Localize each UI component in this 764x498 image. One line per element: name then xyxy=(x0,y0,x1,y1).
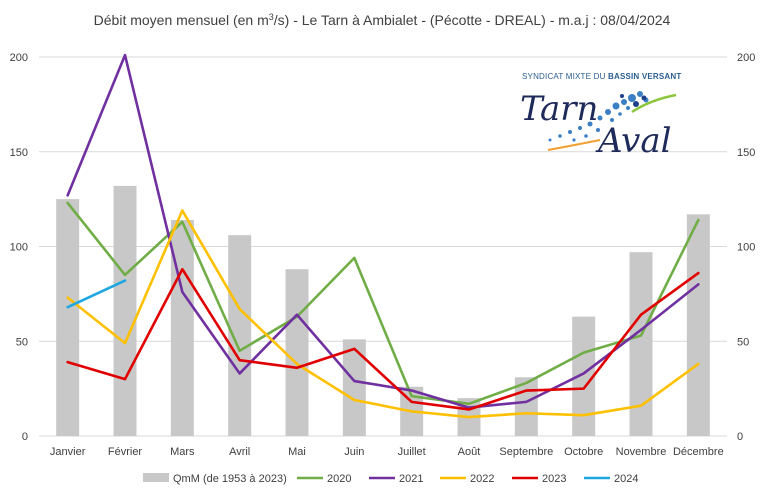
logo-word-aval: Aval xyxy=(595,121,672,161)
tarn-aval-logo: SYNDICAT MIXTE DU BASSIN VERSANT Tarn Av… xyxy=(520,72,681,161)
bar-qmm xyxy=(170,219,194,436)
y-tick-label-left: 150 xyxy=(10,147,28,159)
x-tick-label: Février xyxy=(108,446,143,458)
y-tick-label-right: 200 xyxy=(737,52,755,64)
line-series-2022 xyxy=(66,209,700,419)
bar-qmm xyxy=(686,214,710,436)
legend-label: 2021 xyxy=(399,473,423,485)
logo-word-tarn: Tarn xyxy=(520,89,598,129)
bar-qmm xyxy=(113,185,137,436)
line-series-2024 xyxy=(66,279,127,309)
bar-qmm xyxy=(572,316,596,436)
line-series-2021 xyxy=(66,53,700,409)
bar-qmm xyxy=(228,235,252,436)
line-series-2023 xyxy=(66,267,700,411)
logo-green-swoosh xyxy=(631,93,677,114)
x-tick-label: Mai xyxy=(288,446,306,458)
bar-qmm xyxy=(285,269,309,436)
legend-swatch-bar xyxy=(143,473,169,482)
logo-dots xyxy=(548,91,649,142)
legend-label: 2020 xyxy=(327,473,351,485)
bar-qmm xyxy=(342,339,366,436)
x-tick-label: Juin xyxy=(344,446,364,458)
bar-qmm xyxy=(629,252,653,436)
logo-orange-swoosh xyxy=(547,139,601,151)
x-tick-label: Janvier xyxy=(50,446,86,458)
y-tick-label-left: 100 xyxy=(10,242,28,254)
x-tick-label: Juillet xyxy=(398,446,426,458)
x-tick-label: Août xyxy=(458,446,481,458)
x-tick-label: Avril xyxy=(229,446,250,458)
legend-label: 2022 xyxy=(470,473,494,485)
x-tick-label: Novembre xyxy=(616,446,667,458)
line-series xyxy=(66,53,700,419)
y-tick-label-right: 0 xyxy=(737,431,743,443)
y-tick-label-right: 50 xyxy=(737,336,749,348)
logo-caption: SYNDICAT MIXTE DU BASSIN VERSANT xyxy=(522,72,681,81)
y-tick-label-left: 50 xyxy=(16,336,28,348)
bar-qmm xyxy=(56,199,80,436)
y-tick-label-right: 100 xyxy=(737,242,755,254)
legend: QmM (de 1953 à 2023) 2020 2021 2022 2023 2024 xyxy=(143,473,638,485)
logo-dots-dark xyxy=(620,94,647,107)
y-tick-label-left: 0 xyxy=(22,431,28,443)
x-axis: Janvier Février Mars Avril Mai Juin Juillet Aoû… xyxy=(50,446,724,458)
y-tick-label-right: 150 xyxy=(737,147,755,159)
x-tick-label: Septembre xyxy=(499,446,553,458)
y-axis-left: 0 50 100 150 200 xyxy=(10,52,28,443)
x-tick-label: Octobre xyxy=(564,446,603,458)
legend-label: QmM (de 1953 à 2023) xyxy=(173,473,287,485)
bar-series xyxy=(56,185,710,436)
chart-title: Débit moyen mensuel (en m3/s) - Le Tarn … xyxy=(94,12,671,28)
legend-label: 2024 xyxy=(614,473,638,485)
y-tick-label-left: 200 xyxy=(10,52,28,64)
y-axis-right: 0 50 100 150 200 xyxy=(737,52,755,443)
x-tick-label: Décembre xyxy=(673,446,724,458)
gridlines xyxy=(39,56,727,437)
legend-label: 2023 xyxy=(542,473,566,485)
x-tick-label: Mars xyxy=(170,446,195,458)
